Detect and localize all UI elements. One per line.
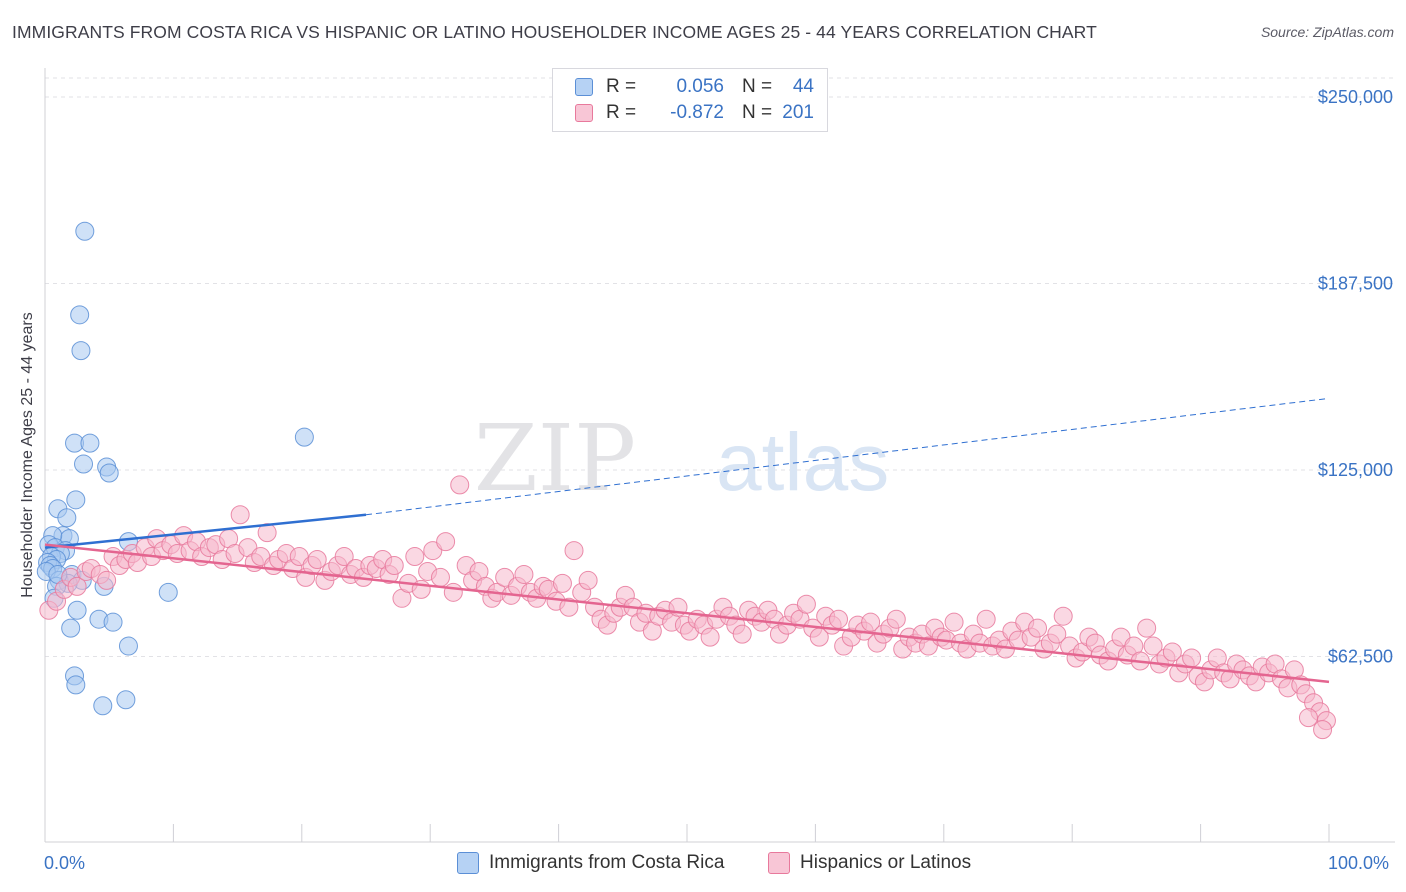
- point-costa-rica: [67, 600, 87, 620]
- legend-n-label: N =: [742, 76, 773, 97]
- point-hispanic: [67, 576, 87, 596]
- point-hispanic: [514, 564, 534, 584]
- y-tick-label: $250,000: [1318, 87, 1393, 107]
- axis-layer: [44, 68, 1395, 843]
- point-hispanic: [1143, 636, 1163, 656]
- point-hispanic: [861, 612, 881, 632]
- point-hispanic: [1137, 618, 1157, 638]
- point-hispanic: [796, 594, 816, 614]
- point-hispanic: [552, 573, 572, 593]
- watermark-zip: ZIP: [474, 405, 636, 512]
- bottom-legend-swatch-blue: [457, 852, 479, 874]
- bottom-legend-swatch-pink: [768, 852, 790, 874]
- legend-r-value: -0.872: [670, 102, 724, 123]
- point-costa-rica: [66, 490, 86, 510]
- point-hispanic: [1162, 642, 1182, 662]
- x-tick-min: 0.0%: [44, 853, 86, 873]
- trend-line-costa-rica-projection: [365, 397, 1330, 516]
- y-tick-label: $62,500: [1328, 647, 1393, 667]
- legend-swatch-pink: [575, 104, 593, 122]
- point-costa-rica: [61, 618, 81, 638]
- legend-n-value: 44: [792, 76, 814, 97]
- x-tick-max: 100.0%: [1328, 853, 1390, 873]
- point-hispanic: [1053, 606, 1073, 626]
- point-hispanic: [1182, 648, 1202, 668]
- point-costa-rica: [93, 696, 113, 716]
- legend-r-label: R =: [606, 76, 637, 97]
- point-hispanic: [430, 567, 450, 587]
- legend-r-label: R =: [606, 102, 637, 123]
- point-hispanic: [886, 609, 906, 629]
- point-hispanic: [732, 624, 752, 644]
- point-costa-rica: [294, 427, 314, 447]
- point-hispanic: [1313, 720, 1333, 740]
- point-hispanic: [829, 609, 849, 629]
- point-hispanic: [564, 541, 584, 561]
- point-hispanic: [450, 475, 470, 495]
- point-hispanic: [97, 570, 117, 590]
- legend-n-label: N =: [742, 102, 773, 123]
- y-tick-labels: $62,500 $125,000 $187,500 $250,000: [1318, 87, 1393, 667]
- watermark-atlas: atlas: [716, 417, 889, 508]
- point-costa-rica: [116, 690, 136, 710]
- point-costa-rica: [75, 221, 95, 241]
- bottom-legend-costa-rica: Immigrants from Costa Rica: [457, 852, 724, 874]
- point-hispanic: [334, 547, 354, 567]
- point-costa-rica: [66, 675, 86, 695]
- point-hispanic: [559, 597, 579, 617]
- trend-layer: [44, 397, 1330, 684]
- point-hispanic: [405, 547, 425, 567]
- correlation-legend: R = 0.056 N = 44 R = -0.872 N = 201: [552, 68, 828, 132]
- point-costa-rica: [71, 341, 91, 361]
- point-hispanic: [1298, 708, 1318, 728]
- bottom-legend-hispanic: Hispanics or Latinos: [768, 852, 971, 874]
- point-hispanic: [436, 532, 456, 552]
- point-hispanic: [443, 582, 463, 602]
- point-hispanic: [578, 570, 598, 590]
- trend-line-hispanic: [44, 543, 1330, 684]
- y-tick-label: $125,000: [1318, 460, 1393, 480]
- point-hispanic: [307, 550, 327, 570]
- y-tick-label: $187,500: [1318, 274, 1393, 294]
- point-hispanic: [230, 505, 250, 525]
- point-costa-rica: [57, 508, 77, 528]
- legend-row-hispanic: R = -0.872 N = 201: [575, 102, 814, 124]
- legend-row-costa-rica: R = 0.056 N = 44: [575, 76, 814, 98]
- point-hispanic: [944, 612, 964, 632]
- point-costa-rica: [70, 305, 90, 325]
- point-costa-rica: [118, 636, 138, 656]
- watermark: ZIP atlas: [474, 405, 889, 512]
- chart-title: IMMIGRANTS FROM COSTA RICA VS HISPANIC O…: [12, 22, 1097, 42]
- point-costa-rica: [80, 433, 100, 453]
- bottom-legend-label: Hispanics or Latinos: [800, 852, 972, 873]
- point-costa-rica: [99, 463, 119, 483]
- point-hispanic: [1047, 624, 1067, 644]
- grid-layer: [45, 77, 1395, 657]
- point-hispanic: [976, 609, 996, 629]
- point-costa-rica: [158, 582, 178, 602]
- point-costa-rica: [103, 612, 123, 632]
- point-hispanic: [384, 555, 404, 575]
- point-hispanic: [700, 627, 720, 647]
- points-layer: [36, 221, 1336, 740]
- point-costa-rica: [74, 454, 94, 474]
- bottom-legend-label: Immigrants from Costa Rica: [489, 852, 725, 873]
- trend-line-costa-rica: [44, 513, 367, 549]
- legend-n-value: 201: [782, 102, 814, 123]
- legend-r-value: 0.056: [676, 76, 724, 97]
- point-hispanic: [1028, 618, 1048, 638]
- legend-swatch-blue: [575, 78, 593, 96]
- source-credit: Source: ZipAtlas.com: [1260, 24, 1394, 40]
